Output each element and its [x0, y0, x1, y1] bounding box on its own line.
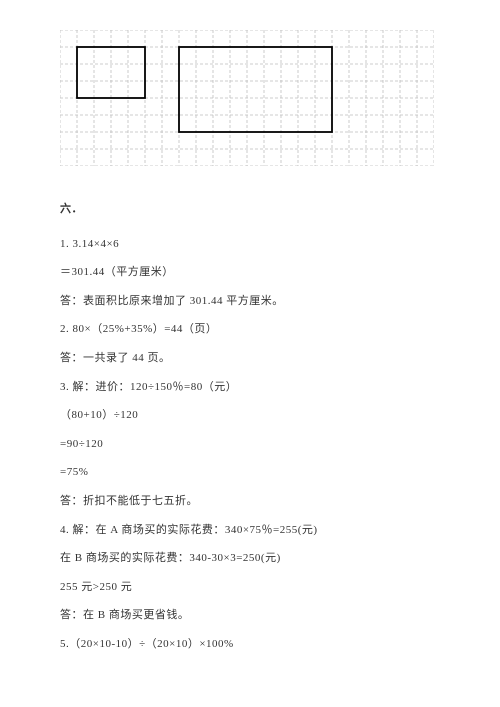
- answer-line: 答：折扣不能低于七五折。: [60, 487, 440, 516]
- answer-line: ＝301.44（平方厘米）: [60, 258, 440, 287]
- answer-line: 255 元>250 元: [60, 573, 440, 602]
- answer-line: 2. 80×（25%+35%）=44（页）: [60, 315, 440, 344]
- lines-container: 1. 3.14×4×6＝301.44（平方厘米）答：表面积比原来增加了 301.…: [60, 230, 440, 659]
- answer-line: 在 B 商场买的实际花费：340-30×3=250(元): [60, 544, 440, 573]
- answer-line: 4. 解：在 A 商场买的实际花费：340×75％=255(元): [60, 516, 440, 545]
- answer-line: =90÷120: [60, 430, 440, 459]
- answer-line: 答：一共录了 44 页。: [60, 344, 440, 373]
- section-heading: 六．: [60, 195, 440, 224]
- grid-svg: [60, 30, 434, 166]
- answer-line: 答：在 B 商场买更省钱。: [60, 601, 440, 630]
- answer-line: 答：表面积比原来增加了 301.44 平方厘米。: [60, 287, 440, 316]
- answer-line: （80+10）÷120: [60, 401, 440, 430]
- grid-diagram: [60, 30, 440, 165]
- answer-line: 1. 3.14×4×6: [60, 230, 440, 259]
- answer-line: 5.（20×10-10）÷（20×10）×100%: [60, 630, 440, 659]
- answer-content: 六． 1. 3.14×4×6＝301.44（平方厘米）答：表面积比原来增加了 3…: [60, 195, 440, 659]
- answer-line: =75%: [60, 458, 440, 487]
- answer-line: 3. 解：进价：120÷150％=80（元）: [60, 373, 440, 402]
